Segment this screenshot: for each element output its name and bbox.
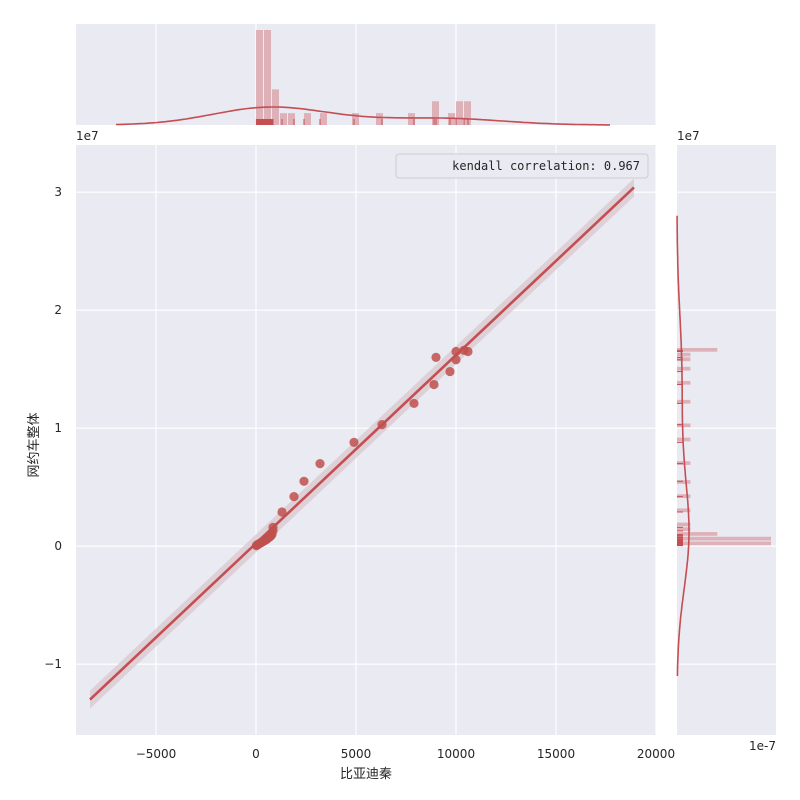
top-kde-curve bbox=[115, 106, 610, 126]
scatter-point bbox=[445, 366, 455, 377]
x-tick-labels: −5000 0 5000 10000 15000 20000 bbox=[136, 747, 675, 761]
y-offset-label: 1e7 bbox=[76, 129, 99, 143]
scatter-point bbox=[377, 420, 387, 430]
regression-line-path bbox=[89, 186, 635, 701]
top-histogram-bar bbox=[432, 101, 439, 125]
scatter-point bbox=[431, 352, 441, 362]
y-tick-label: 0 bbox=[54, 539, 62, 553]
top-histogram-bar bbox=[304, 113, 311, 125]
legend: kendall correlation: 0.967 bbox=[395, 153, 649, 179]
right-histogram-bar bbox=[677, 423, 691, 428]
right-kde-curve bbox=[676, 215, 690, 677]
scatter-points bbox=[251, 345, 473, 551]
top-histogram-bar bbox=[376, 113, 383, 125]
scatter-point bbox=[289, 492, 299, 502]
legend-text: kendall correlation: 0.967 bbox=[452, 159, 640, 173]
top-histogram-bar bbox=[280, 113, 287, 125]
top-histogram-bar bbox=[408, 113, 415, 125]
x-axis-label: 比亚迪秦 bbox=[340, 767, 392, 782]
y-tick-label: −1 bbox=[44, 657, 62, 671]
x-tick-label: 15000 bbox=[537, 747, 575, 761]
x-tick-label: 5000 bbox=[341, 747, 372, 761]
x-tick-label: 10000 bbox=[437, 747, 475, 761]
scatter-point bbox=[429, 379, 439, 390]
scatter-point bbox=[409, 398, 419, 409]
right-histogram-bar bbox=[677, 536, 771, 541]
y-axis-label: 网约车整体 bbox=[26, 412, 42, 477]
right-histogram-bar bbox=[677, 494, 691, 498]
scatter-point bbox=[315, 459, 325, 469]
top-histogram-bar bbox=[456, 101, 463, 125]
right-histogram-bar bbox=[677, 532, 718, 536]
right-histogram-bar bbox=[677, 357, 691, 362]
right-histogram-bar bbox=[677, 347, 718, 352]
right-histogram-bar bbox=[677, 522, 691, 527]
top-histogram-bar bbox=[264, 30, 271, 125]
scatter-point bbox=[277, 507, 287, 517]
top-histogram-bar bbox=[256, 30, 263, 125]
right-histogram-bar bbox=[677, 399, 691, 404]
x-tick-label: 20000 bbox=[637, 747, 675, 761]
top-marginal-rug bbox=[255, 119, 469, 125]
right-marginal-rug bbox=[677, 349, 683, 547]
y-tick-label: 3 bbox=[54, 185, 62, 199]
right-marginal-grid bbox=[677, 191, 776, 665]
y-tick-labels: −1 0 1 2 3 bbox=[44, 185, 62, 671]
right-histogram-bar bbox=[677, 527, 691, 532]
x-tick-label: 0 bbox=[252, 747, 260, 761]
top-histogram-bar bbox=[448, 113, 455, 125]
scatter-point bbox=[463, 346, 473, 357]
legend-box bbox=[395, 153, 649, 179]
x-tick-label: −5000 bbox=[136, 747, 177, 761]
y-tick-label: 1 bbox=[54, 421, 62, 435]
right-marginal-kde bbox=[676, 215, 690, 677]
scatter-point bbox=[451, 355, 461, 365]
top-histogram-bar bbox=[288, 113, 295, 125]
right-marginal-y-offset-label: 1e7 bbox=[677, 129, 700, 143]
y-tick-label: 2 bbox=[54, 303, 62, 317]
right-histogram-bar bbox=[677, 541, 771, 546]
scatter-point bbox=[451, 346, 461, 357]
regression-line bbox=[89, 186, 635, 701]
top-marginal-kde bbox=[115, 106, 610, 126]
right-histogram-bar bbox=[677, 352, 691, 357]
scatter-point bbox=[268, 522, 278, 532]
right-histogram-bar bbox=[677, 366, 691, 371]
right-marginal-x-offset-label: 1e-7 bbox=[749, 739, 776, 753]
right-histogram-bar bbox=[677, 480, 691, 484]
scatter-point bbox=[349, 437, 359, 447]
right-marginal-area bbox=[677, 145, 776, 735]
top-histogram-bar bbox=[320, 113, 327, 125]
scatter-point bbox=[299, 476, 309, 486]
right-histogram-bar bbox=[677, 508, 691, 513]
top-histogram-bar bbox=[352, 113, 359, 125]
right-histogram-bar bbox=[677, 381, 691, 385]
top-marginal-area bbox=[76, 24, 656, 125]
top-histogram-bar bbox=[464, 101, 471, 125]
